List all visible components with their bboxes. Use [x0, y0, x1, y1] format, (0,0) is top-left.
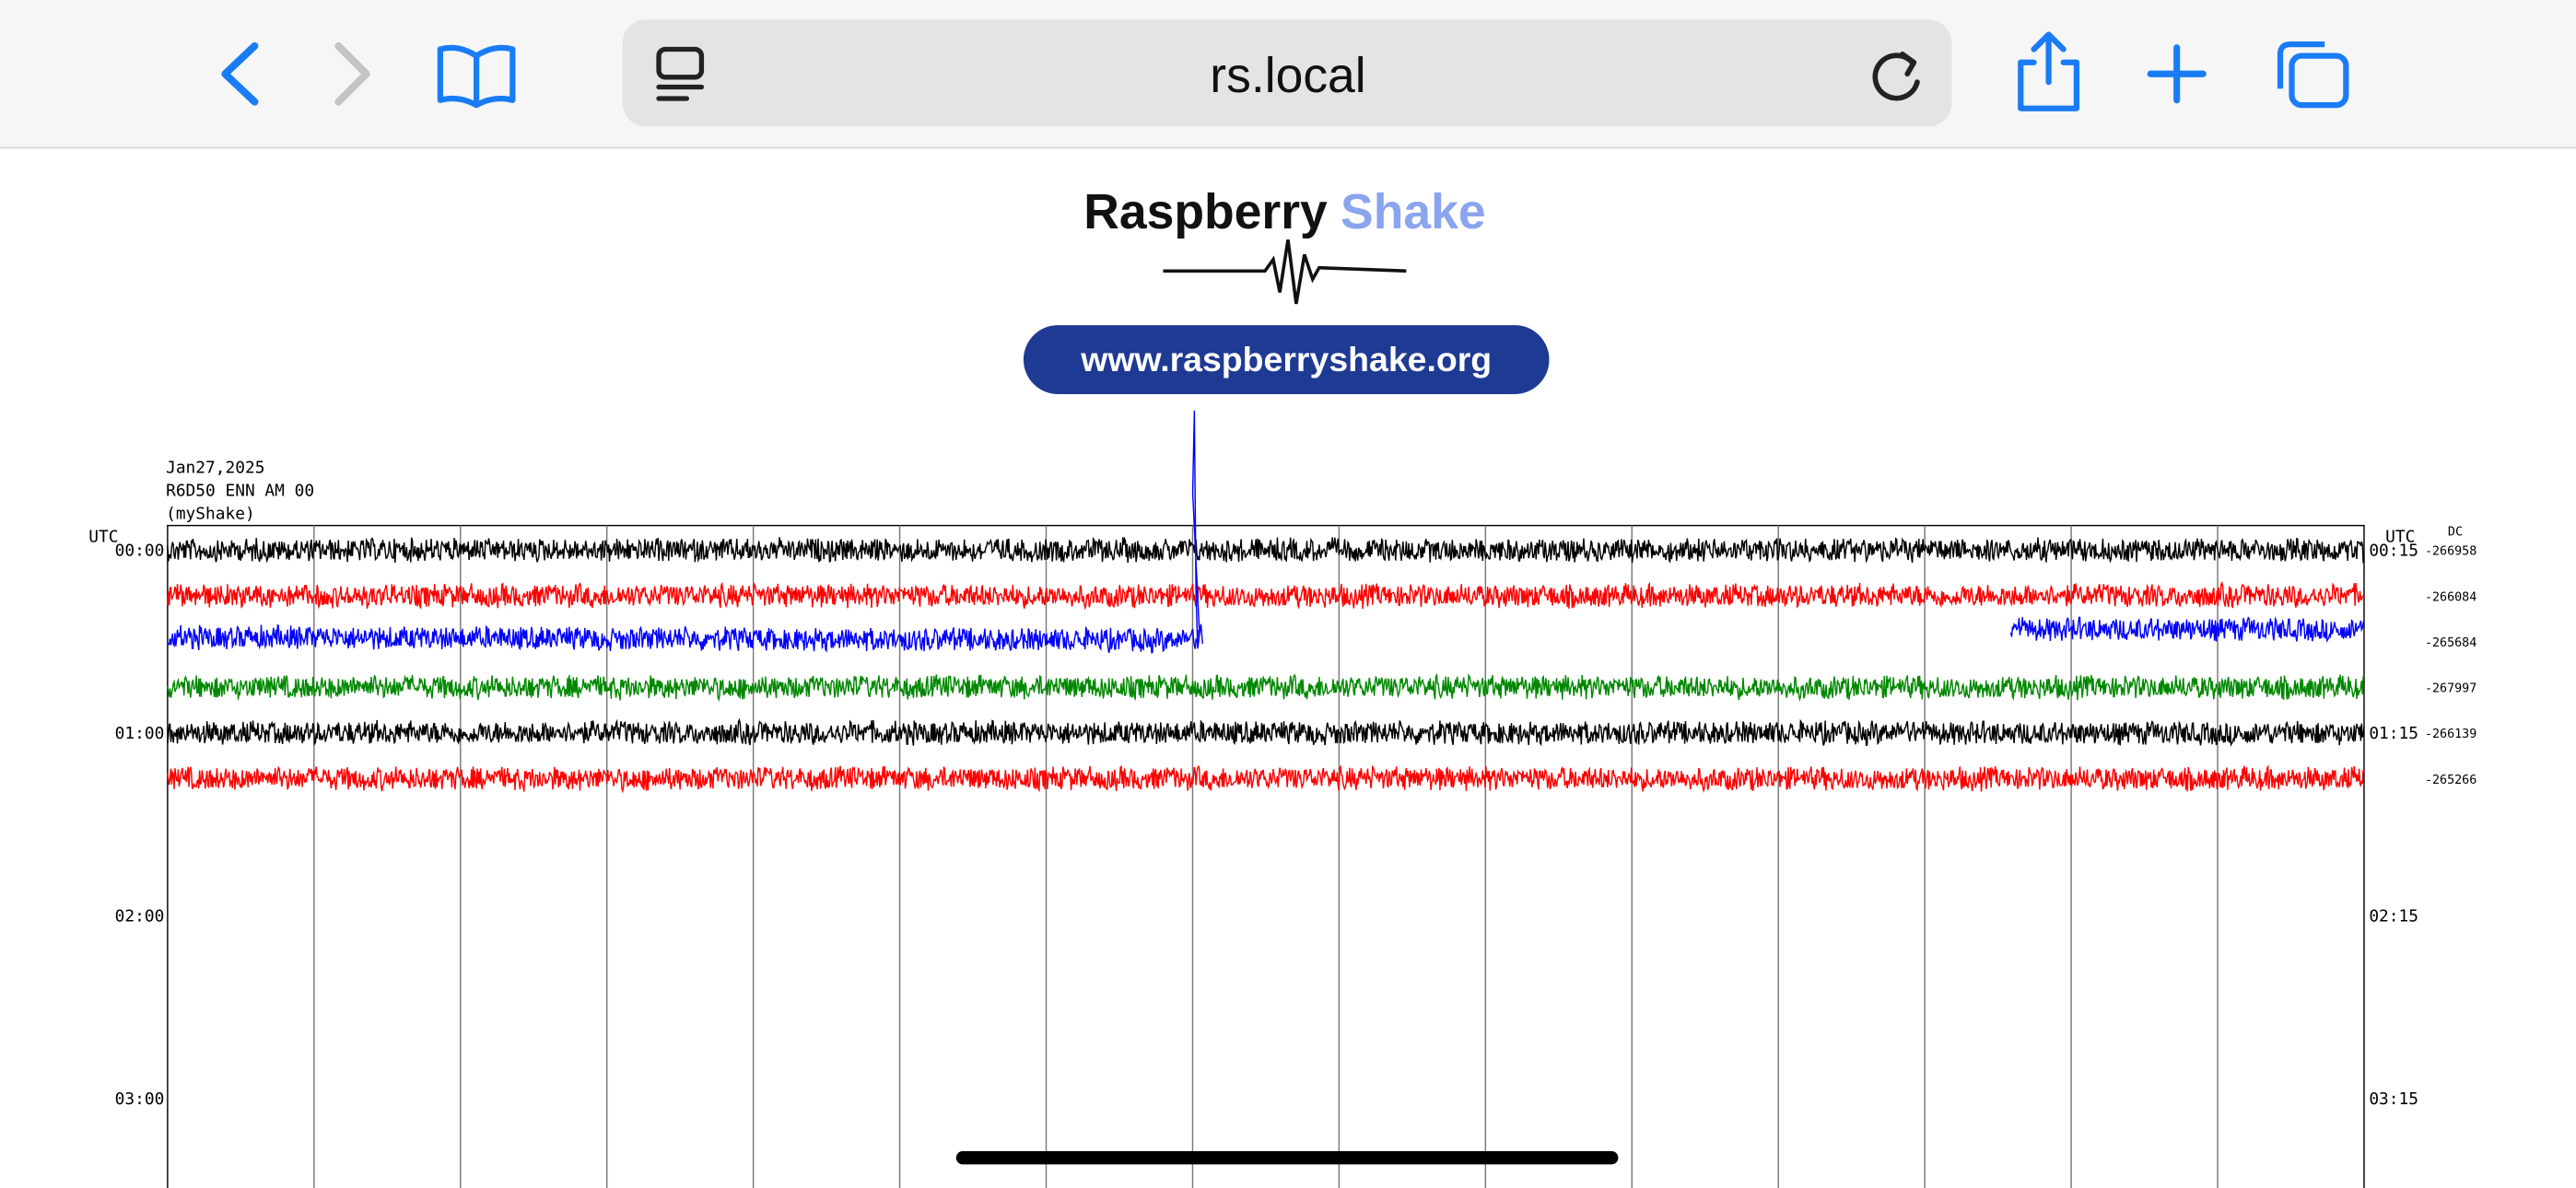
back-button[interactable] [221, 41, 259, 106]
dc-value: -267997 [2425, 682, 2476, 696]
right-time-label: 02:15 [2369, 907, 2418, 926]
dc-title: DC [2448, 525, 2463, 539]
seismic-trace [167, 764, 2365, 794]
dc-value: -266084 [2425, 590, 2476, 604]
left-time-label: 00:00 [115, 542, 165, 561]
logo-wave [1163, 239, 1407, 305]
logo-text: Raspberry Shake [1083, 185, 1485, 239]
plot-frame [167, 524, 2365, 1188]
new-tab-button[interactable] [2147, 44, 2207, 104]
header-line: R6D50 ENN AM 00 [166, 482, 314, 501]
seismic-trace [167, 536, 2365, 565]
reader-button[interactable] [656, 46, 705, 101]
logo-accent: Shake [1341, 185, 1486, 239]
bookmarks-button[interactable] [437, 44, 516, 109]
left-time-label: 01:00 [115, 724, 165, 743]
dc-value: -266139 [2425, 728, 2476, 741]
left-time-label: 03:00 [115, 1089, 165, 1109]
header-line: (myShake) [166, 505, 255, 524]
header-line: Jan27,2025 [166, 459, 264, 478]
seismic-trace [167, 580, 2365, 611]
seismic-trace [167, 672, 2365, 703]
tabs-button[interactable] [2277, 41, 2349, 109]
seismic-trace [167, 410, 1203, 654]
share-button[interactable] [2018, 31, 2080, 111]
logo-brand: Raspberry [1083, 185, 1328, 239]
right-axis-title: UTC [2385, 527, 2415, 546]
left-axis-title: UTC [88, 527, 118, 546]
left-time-label: 02:00 [115, 907, 165, 926]
dc-value: -265684 [2425, 636, 2476, 650]
right-time-label: 01:15 [2369, 724, 2418, 743]
seismic-trace [167, 717, 2365, 747]
dc-value: -265266 [2425, 774, 2476, 787]
seismic-trace [2009, 616, 2365, 643]
website-text[interactable]: www.raspberryshake.org [1080, 340, 1492, 379]
address-bar[interactable] [622, 19, 1952, 127]
dc-value: -266958 [2425, 545, 2476, 559]
forward-button[interactable] [334, 41, 370, 106]
url-text[interactable]: rs.local [1210, 49, 1365, 103]
right-time-label: 00:15 [2369, 542, 2418, 561]
home-indicator [955, 1151, 1619, 1165]
website-pill[interactable] [1023, 325, 1550, 394]
reload-button[interactable] [1872, 51, 1920, 101]
right-time-label: 03:15 [2369, 1089, 2418, 1109]
